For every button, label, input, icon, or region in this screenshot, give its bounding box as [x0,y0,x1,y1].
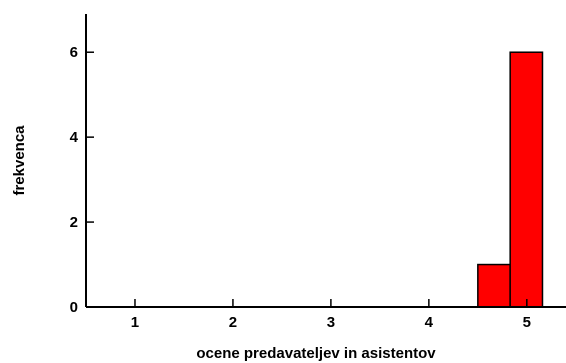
bars-layer [477,51,544,308]
x-axis-title: ocene predavateljev in asistentov [196,345,436,362]
x-tick-label: 4 [425,314,434,331]
x-tick-label: 3 [327,314,335,331]
y-tick-label: 2 [70,214,78,231]
y-tick-label: 6 [70,44,78,61]
histogram-bar-1 [477,263,511,308]
ticks-layer: 1 2 3 4 5 0 2 4 6 [70,44,531,331]
x-tick-label: 2 [229,314,237,331]
histogram-bar-2 [509,51,544,308]
x-tick-label: 1 [131,314,139,331]
x-tick-label: 5 [523,314,531,331]
y-axis-title: frekvenca [11,125,28,196]
y-tick-label: 0 [70,299,78,316]
y-tick-label: 4 [70,129,79,146]
axes-layer [85,14,566,308]
